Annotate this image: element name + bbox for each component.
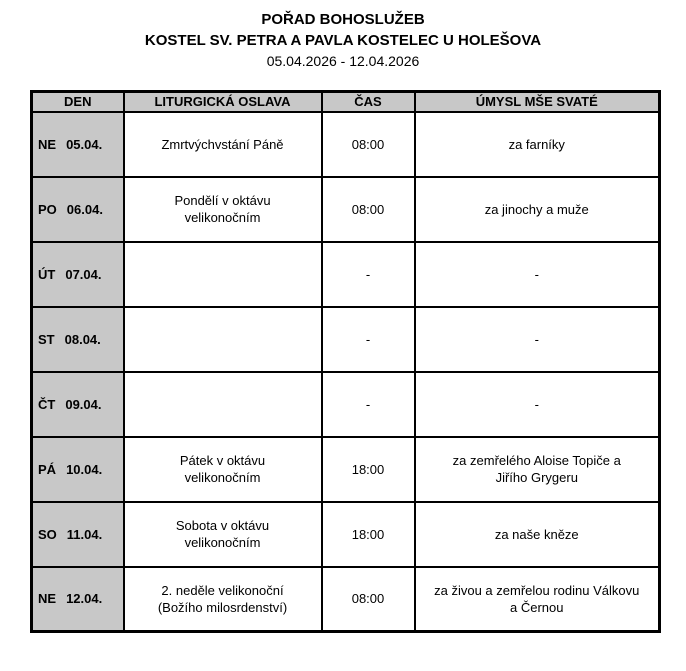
church-name: KOSTEL SV. PETRA A PAVLA KOSTELEC U HOLE… bbox=[144, 32, 542, 49]
day-abbr: ČT bbox=[38, 396, 56, 412]
table-row: ČT 09.04. - - bbox=[30, 370, 661, 438]
day-cell: PO 06.04. bbox=[30, 175, 125, 243]
day-date: 10.04. bbox=[66, 461, 103, 477]
column-header-time: ČAS bbox=[320, 90, 416, 113]
table-header-row: DEN LITURGICKÁ OSLAVA ČAS ÚMYSL MŠE SVAT… bbox=[30, 90, 661, 113]
feast-cell bbox=[122, 305, 323, 373]
document-header: POŘAD BOHOSLUŽEB KOSTEL SV. PETRA A PAVL… bbox=[0, 0, 686, 72]
intention-cell: za farníky bbox=[413, 110, 661, 178]
feast-cell: Pátek v oktávu velikonočním bbox=[122, 435, 323, 503]
day-date: 08.04. bbox=[64, 331, 101, 347]
table-row: ST 08.04. - - bbox=[30, 305, 661, 373]
feast-cell bbox=[122, 370, 323, 438]
table-row: PO 06.04. Pondělí v oktávu velikonočním 0… bbox=[30, 175, 661, 243]
feast-cell: 2. neděle velikonoční (Božího milosrdens… bbox=[122, 565, 323, 633]
day-cell: NE 12.04. bbox=[30, 565, 125, 633]
intention-cell: za jinochy a muže bbox=[413, 175, 661, 243]
day-date: 12.04. bbox=[66, 591, 103, 607]
document-title: POŘAD BOHOSLUŽEB bbox=[261, 11, 425, 28]
intention-cell: - bbox=[413, 370, 661, 438]
day-cell: ST 08.04. bbox=[30, 305, 125, 373]
day-abbr: ÚT bbox=[38, 266, 56, 282]
time-cell: - bbox=[320, 240, 416, 308]
day-abbr: SO bbox=[38, 526, 57, 542]
day-cell: ÚT 07.04. bbox=[30, 240, 125, 308]
day-cell: PÁ 10.04. bbox=[30, 435, 125, 503]
column-header-day: DEN bbox=[30, 90, 125, 113]
day-abbr: NE bbox=[38, 591, 57, 607]
intention-cell: - bbox=[413, 240, 661, 308]
day-abbr: ST bbox=[38, 331, 55, 347]
time-cell: 08:00 bbox=[320, 110, 416, 178]
table-row: ÚT 07.04. - - bbox=[30, 240, 661, 308]
day-date: 07.04. bbox=[65, 266, 102, 282]
day-date: 09.04. bbox=[65, 396, 102, 412]
day-cell: SO 11.04. bbox=[30, 500, 125, 568]
intention-cell: za živou a zemřelou rodinu Válkovu a Čer… bbox=[413, 565, 661, 633]
time-cell: 08:00 bbox=[320, 565, 416, 633]
table-row: SO 11.04. Sobota v oktávu velikonočním 18… bbox=[30, 500, 661, 568]
column-header-mass-intention: ÚMYSL MŠE SVATÉ bbox=[413, 90, 661, 113]
table-row: NE 05.04. Zmrtvýchvstání Páně 08:00 za fa… bbox=[30, 110, 661, 178]
intention-cell: - bbox=[413, 305, 661, 373]
day-abbr: NE bbox=[38, 136, 57, 152]
day-date: 05.04. bbox=[66, 136, 103, 152]
table-row: PÁ 10.04. Pátek v oktávu velikonočním 18:… bbox=[30, 435, 661, 503]
feast-cell: Sobota v oktávu velikonočním bbox=[122, 500, 323, 568]
feast-cell bbox=[122, 240, 323, 308]
day-date: 06.04. bbox=[66, 201, 103, 217]
day-abbr: PO bbox=[38, 201, 57, 217]
table-row: NE 12.04. 2. neděle velikonoční (Božího m… bbox=[30, 565, 661, 633]
day-cell: ČT 09.04. bbox=[30, 370, 125, 438]
time-cell: - bbox=[320, 370, 416, 438]
time-cell: 18:00 bbox=[320, 500, 416, 568]
schedule-table: DEN LITURGICKÁ OSLAVA ČAS ÚMYSL MŠE SVAT… bbox=[30, 90, 661, 633]
date-range: 05.04.2026 - 12.04.2026 bbox=[266, 53, 420, 69]
day-date: 11.04. bbox=[66, 526, 103, 542]
day-abbr: PÁ bbox=[38, 461, 57, 477]
intention-cell: za zemřelého Aloise Topiče a Jiřího Gryg… bbox=[413, 435, 661, 503]
intention-cell: za naše kněze bbox=[413, 500, 661, 568]
feast-cell: Pondělí v oktávu velikonočním bbox=[122, 175, 323, 243]
time-cell: - bbox=[320, 305, 416, 373]
day-cell: NE 05.04. bbox=[30, 110, 125, 178]
column-header-liturgical-feast: LITURGICKÁ OSLAVA bbox=[122, 90, 323, 113]
time-cell: 18:00 bbox=[320, 435, 416, 503]
feast-cell: Zmrtvýchvstání Páně bbox=[122, 110, 323, 178]
time-cell: 08:00 bbox=[320, 175, 416, 243]
